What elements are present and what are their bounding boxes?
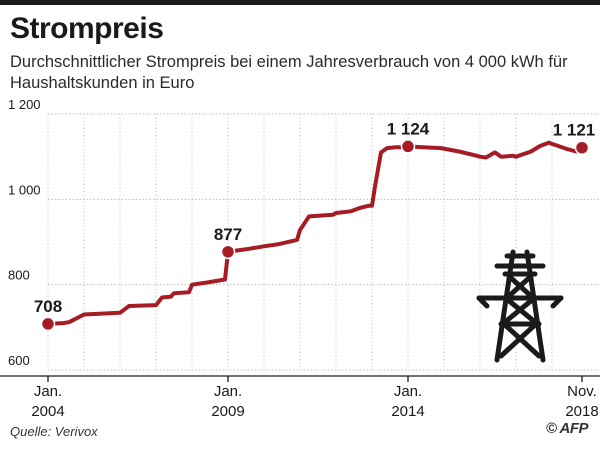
data-point-marker: [220, 244, 236, 260]
annotation-points: 708 877 1 124 1 121: [34, 119, 596, 332]
data-label: 1 124: [387, 119, 430, 138]
data-label: 877: [214, 225, 242, 244]
x-tick-label: 2018: [565, 403, 598, 420]
y-axis-ticks: 600 800 1 000 1 200: [8, 97, 41, 368]
grid: [0, 113, 600, 377]
data-label: 708: [34, 297, 62, 316]
power-pylon-icon: [476, 249, 564, 363]
chart-subtitle: Durchschnittlicher Strompreis bei einem …: [10, 53, 568, 92]
data-point-marker: [40, 316, 56, 332]
series-line: [46, 140, 584, 326]
data-point-marker: [400, 139, 416, 154]
x-tick-label: 2004: [31, 403, 64, 420]
top-rule: [0, 0, 600, 5]
y-tick-label: 600: [8, 353, 30, 368]
source-note: Quelle: Verivox: [10, 424, 98, 439]
x-tick-label: Jan.: [34, 383, 62, 400]
x-tick-label: 2014: [391, 403, 424, 420]
afp-logo: © AFP: [545, 420, 589, 437]
y-tick-label: 800: [8, 268, 30, 283]
x-tick-label: Jan.: [214, 383, 242, 400]
x-tick-label: 2009: [211, 403, 244, 420]
data-point-marker: [574, 140, 590, 155]
afp-credit: © AFP: [545, 420, 589, 437]
x-tick-label: Nov.: [567, 383, 597, 400]
x-tick-label: Jan.: [394, 383, 422, 400]
y-tick-label: 1 000: [8, 182, 41, 197]
data-label: 1 121: [553, 121, 596, 140]
series-line-layer: [46, 140, 584, 326]
x-axis-ticks: Jan. 2004 Jan. 2009 Jan. 2014 Nov. 2018: [31, 376, 599, 420]
y-tick-label: 1 200: [8, 97, 41, 112]
page-title: Strompreis: [10, 12, 164, 45]
